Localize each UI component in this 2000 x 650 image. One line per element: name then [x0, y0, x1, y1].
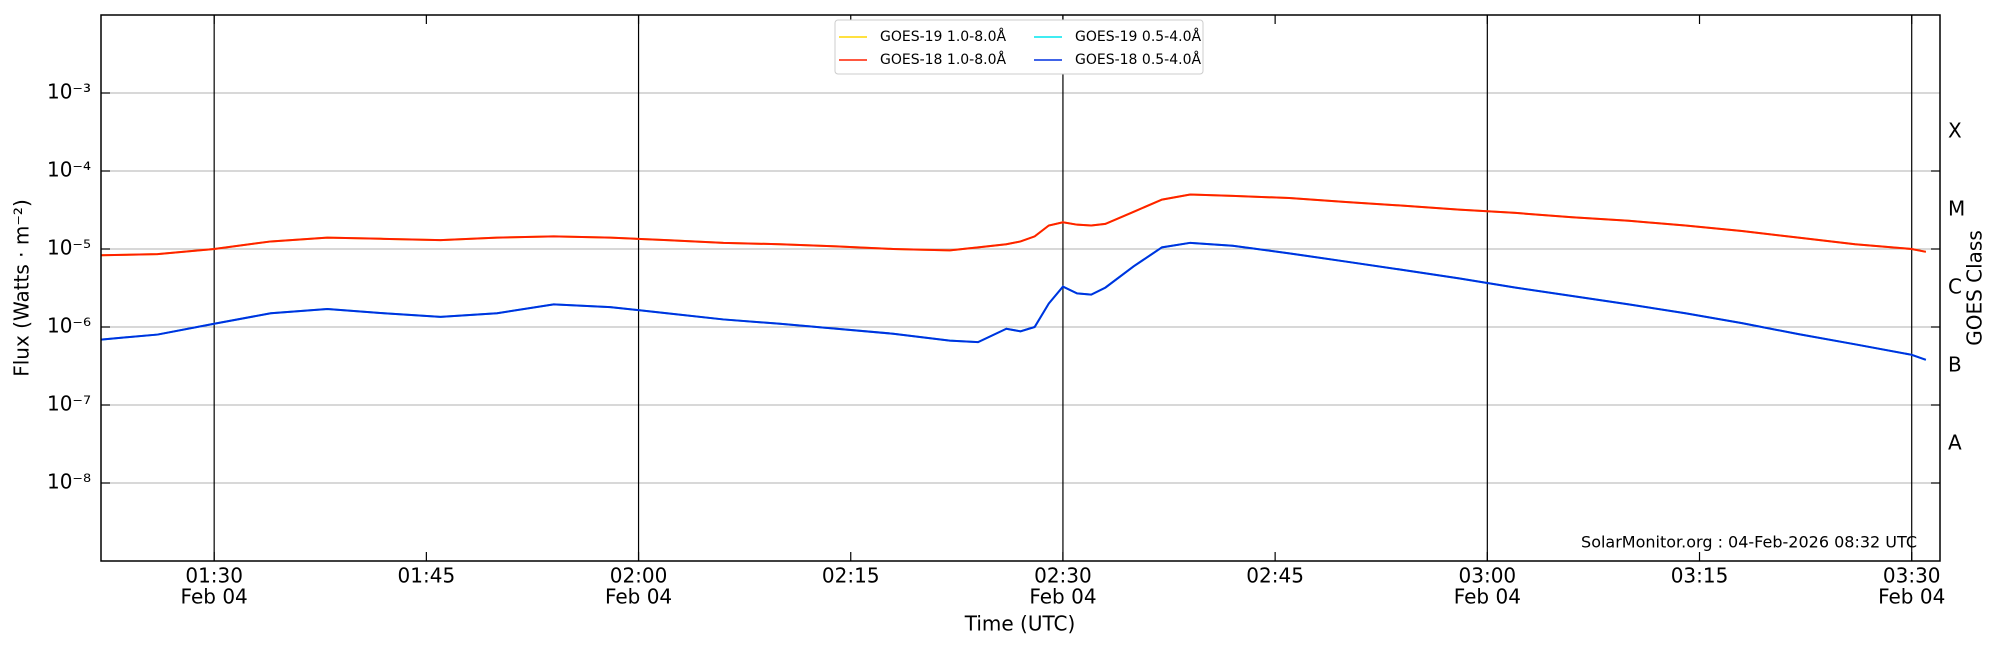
x-tick-label: 03:00 — [1459, 564, 1517, 588]
plot-frame — [100, 14, 1941, 562]
x-axis-label: Time (UTC) — [964, 612, 1076, 636]
series-line — [100, 241, 1927, 361]
y2-axis-label: GOES Class — [1963, 230, 1987, 346]
x-tick-label: 02:00 — [610, 564, 668, 588]
series-line — [100, 193, 1927, 257]
legend-box — [834, 19, 1204, 75]
x-tick-date: Feb 04 — [1878, 585, 1945, 609]
x-tick-label: 03:15 — [1671, 564, 1729, 588]
y-axis-label: Flux (Watts · m⁻²) — [10, 199, 34, 377]
x-tick-label: 01:30 — [185, 564, 243, 588]
x-tick-date: Feb 04 — [1029, 585, 1096, 609]
x-tick-label: 03:30 — [1883, 564, 1941, 588]
y-tick-label: 10⁻⁷ — [47, 392, 91, 416]
y2-tick-label: M — [1948, 197, 1965, 221]
x-tick-date: Feb 04 — [181, 585, 248, 609]
legend-label: GOES-18 0.5-4.0Å — [1075, 51, 1201, 68]
y2-tick-label: X — [1948, 119, 1962, 143]
x-tick-label: 02:30 — [1034, 564, 1092, 588]
y2-tick-label: C — [1948, 275, 1962, 299]
y-tick-label: 10⁻⁴ — [47, 158, 91, 182]
x-tick-date: Feb 04 — [1454, 585, 1521, 609]
x-tick-label: 02:45 — [1246, 564, 1304, 588]
y2-tick-label: A — [1948, 431, 1962, 455]
legend-label: GOES-19 0.5-4.0Å — [1075, 28, 1201, 45]
y-tick-label: 10⁻⁶ — [47, 314, 91, 338]
x-tick-date: Feb 04 — [605, 585, 672, 609]
annotation: SolarMonitor.org : 04-Feb-2026 08:32 UTC — [1581, 533, 1917, 552]
x-tick-label: 01:45 — [398, 564, 456, 588]
legend-label: GOES-19 1.0-8.0Å — [880, 28, 1006, 45]
x-tick-label: 02:15 — [822, 564, 880, 588]
y2-tick-label: B — [1948, 353, 1962, 377]
series-line — [100, 193, 1927, 257]
y-tick-label: 10⁻⁵ — [47, 236, 91, 260]
y-tick-label: 10⁻⁸ — [47, 470, 91, 494]
y-tick-label: 10⁻³ — [47, 80, 91, 104]
legend-label: GOES-18 1.0-8.0Å — [880, 51, 1006, 68]
series-line — [100, 241, 1927, 361]
